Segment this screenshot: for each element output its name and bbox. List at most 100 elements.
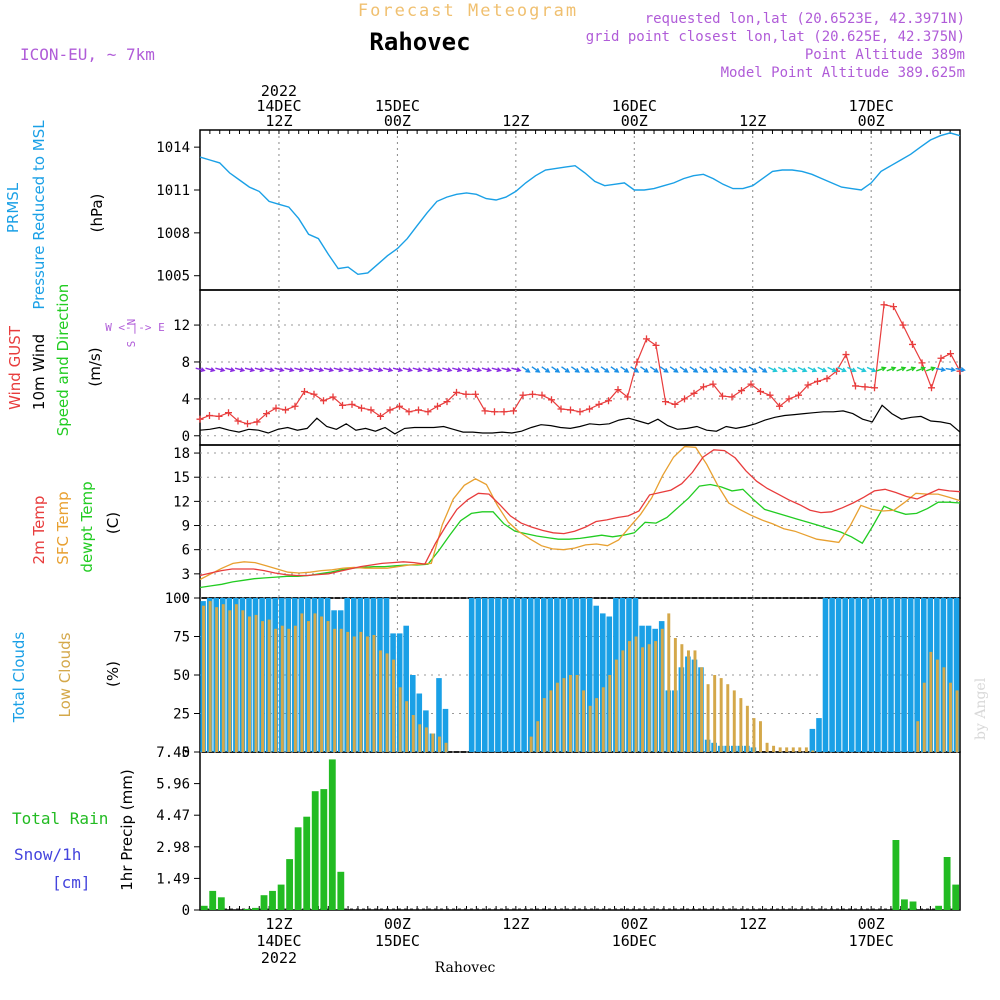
wind-direction-arrow <box>561 366 571 373</box>
total-cloud-bar <box>822 598 829 752</box>
low-cloud-bar <box>916 721 920 752</box>
wind-direction-arrow <box>699 366 709 373</box>
gust-marker <box>719 392 726 400</box>
wind-direction-arrow <box>313 367 325 373</box>
gust-marker <box>405 408 413 416</box>
low-cloud-bar <box>536 721 540 752</box>
total-cloud-bar <box>442 708 449 752</box>
gust-marker <box>595 400 603 408</box>
gust-marker <box>690 389 698 397</box>
low-cloud-bar <box>562 678 566 752</box>
panel-frame <box>199 129 961 291</box>
wind-direction-arrow <box>659 366 669 373</box>
gust-marker <box>747 380 755 388</box>
pressure-line <box>199 132 961 276</box>
dewpoint-line <box>199 483 961 589</box>
gust-marker <box>291 402 299 410</box>
gust-marker <box>377 412 384 420</box>
gust-marker <box>671 400 679 408</box>
low-cloud-bar <box>949 682 952 752</box>
low-cloud-bar <box>693 650 697 752</box>
total-cloud-bar <box>848 598 855 752</box>
rain-bar <box>337 871 345 910</box>
wind-direction-arrow <box>778 366 788 373</box>
total-cloud-bar <box>835 598 842 752</box>
wind-direction-arrow <box>886 366 897 372</box>
wind-direction-arrow <box>797 366 808 373</box>
wind-direction-arrow <box>323 367 335 373</box>
total-cloud-bar <box>534 598 540 752</box>
total-cloud-bar <box>894 598 901 752</box>
gust-marker <box>386 406 394 414</box>
gust-marker <box>358 404 365 412</box>
gust-marker <box>576 408 584 416</box>
wind-direction-arrow <box>669 366 679 373</box>
wind-direction-arrow <box>709 366 719 373</box>
gust-marker <box>586 405 593 413</box>
low-cloud-bar <box>405 701 409 752</box>
wind-direction-arrow <box>412 367 423 373</box>
gust-marker <box>909 340 916 348</box>
low-cloud-bar <box>785 747 789 752</box>
total-cloud-bar <box>475 598 482 752</box>
total-cloud-bar <box>501 598 508 752</box>
wind-direction-arrow <box>452 367 463 373</box>
low-cloud-bar <box>221 604 225 752</box>
wind-direction-arrow <box>521 366 531 373</box>
wind-speed-line <box>199 404 961 435</box>
low-cloud-bar <box>719 678 723 752</box>
total-cloud-bar <box>600 613 606 752</box>
wind-direction-arrow <box>916 366 927 372</box>
gust-marker <box>320 397 327 405</box>
rain-bar <box>320 789 328 910</box>
y-tick-label: 1011 <box>156 183 190 199</box>
time-label-bottom: 2022 <box>261 949 297 967</box>
wind-direction-arrow <box>827 366 838 373</box>
clouds-unit-label: (%) <box>104 661 122 687</box>
gust-marker <box>880 301 888 309</box>
low-cloud-bar <box>307 621 310 752</box>
low-cloud-bar <box>614 659 618 752</box>
time-label-bottom: 16DEC <box>612 932 657 950</box>
wind-direction-arrow <box>215 367 226 373</box>
total-cloud-bar <box>888 598 894 752</box>
low-cloud-bar <box>687 650 690 752</box>
time-label-bottom: 15DEC <box>375 932 420 950</box>
wind-direction-arrow <box>906 366 917 372</box>
low-cloud-bar <box>542 698 546 752</box>
gust-marker <box>415 406 422 414</box>
low-cloud-bar <box>955 690 959 752</box>
low-cloud-bar <box>320 616 324 752</box>
gust-marker <box>633 358 641 366</box>
low-cloud-bar <box>772 745 776 752</box>
gust-marker <box>529 390 536 398</box>
wind-direction-arrow <box>620 366 630 373</box>
wind-direction-arrow <box>719 366 728 373</box>
low-cloud-bar <box>641 647 645 752</box>
low-cloud-bar <box>326 621 330 752</box>
total-rain-label: Total Rain <box>12 809 108 828</box>
total-cloud-bar <box>829 598 835 752</box>
total-cloud-bar <box>410 675 416 752</box>
gust-marker <box>424 408 432 416</box>
low-cloud-bar <box>569 675 572 752</box>
total-cloud-bar <box>593 605 599 752</box>
footer-location: Rahovec <box>435 960 496 976</box>
rain-bar <box>943 857 951 910</box>
total-cloud-bar <box>816 718 822 752</box>
gust-marker <box>823 375 831 383</box>
gust-marker <box>196 415 204 423</box>
wind-direction-arrow <box>630 366 640 373</box>
low-cloud-bar <box>424 727 428 752</box>
low-cloud-bar <box>261 621 265 752</box>
low-cloud-bar <box>588 705 592 752</box>
rain-bar <box>217 897 225 910</box>
rain-bar <box>243 908 251 910</box>
wind-direction-arrow <box>748 366 758 373</box>
wind-direction-arrow <box>274 367 285 373</box>
gust-marker <box>434 402 441 410</box>
total-cloud-bar <box>482 598 488 752</box>
gust-marker <box>804 381 812 389</box>
wind-direction-arrow <box>461 367 473 373</box>
